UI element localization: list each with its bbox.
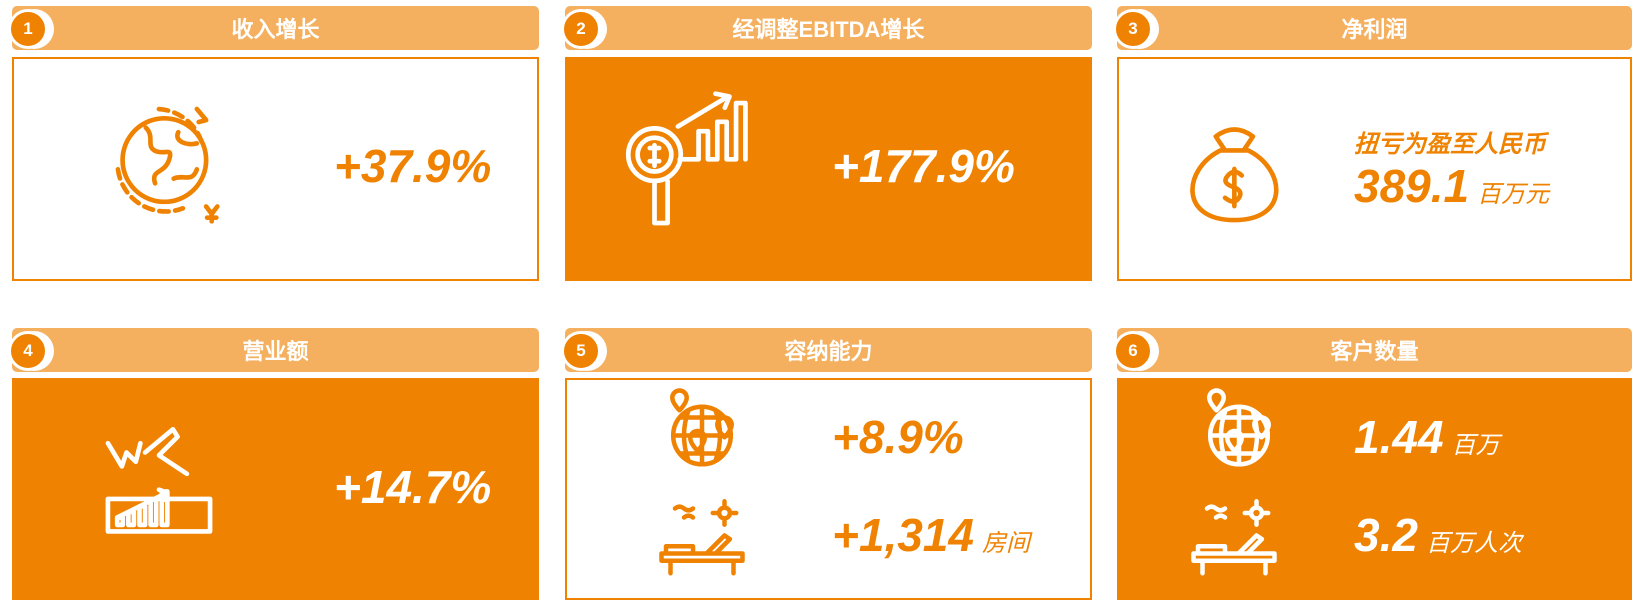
metric-value: +177.9%	[832, 140, 1015, 192]
card-number: 3	[1113, 9, 1153, 49]
card: +37.9%	[12, 57, 539, 281]
card: 扭亏为盈至人民币 389.1 百万元	[1117, 57, 1632, 281]
card-title: 容纳能力	[784, 339, 873, 364]
card-title: 经调整EBITDA增长	[732, 17, 925, 42]
icon	[115, 106, 220, 224]
card-header: 5 容纳能力	[561, 328, 1092, 372]
metric: 389.1 百万元	[1354, 159, 1549, 213]
card-number: 1	[8, 9, 48, 49]
icon	[105, 426, 213, 534]
metric-unit: 百万元	[1477, 181, 1550, 208]
metric: 3.2 百万人次	[1354, 508, 1522, 562]
metric-value: +37.9%	[334, 140, 492, 192]
metric-value: +1,314	[832, 509, 974, 561]
card-number: 2	[561, 9, 601, 49]
icon	[625, 91, 748, 226]
metric-value: 389.1	[1354, 160, 1470, 212]
caption: 扭亏为盈至人民币	[1354, 131, 1546, 158]
metric-value: +8.9%	[832, 411, 964, 463]
card-title: 营业额	[242, 339, 309, 364]
metric: +177.9%	[832, 139, 1015, 193]
icon	[659, 499, 745, 576]
card-title: 收入增长	[231, 17, 320, 42]
card: +8.9% +1,314 房间	[565, 378, 1092, 600]
metric: +14.7%	[334, 460, 491, 514]
icon	[670, 388, 734, 467]
card: 1.44 百万 3.2 百万人次	[1117, 378, 1632, 600]
metric-unit: 房间	[981, 530, 1030, 557]
card: +14.7%	[12, 378, 539, 600]
icon	[1191, 499, 1277, 576]
metric: +8.9%	[832, 410, 964, 464]
metric-unit: 百万人次	[1425, 530, 1522, 557]
icon	[1207, 388, 1271, 467]
card-number: 5	[561, 331, 601, 371]
metric: 1.44 百万	[1354, 410, 1500, 464]
card-number: 6	[1113, 331, 1153, 371]
card-header: 6 客户数量	[1113, 328, 1632, 372]
card-header: 3 净利润	[1113, 6, 1632, 50]
card-number: 4	[8, 331, 48, 371]
card-header: 1 收入增长	[8, 6, 539, 50]
metric-value: 1.44	[1354, 411, 1444, 463]
card-title: 客户数量	[1330, 339, 1419, 364]
metric: +37.9%	[334, 139, 491, 193]
card-header: 2 经调整EBITDA增长	[561, 6, 1092, 50]
metric-value: 3.2	[1354, 509, 1418, 561]
card-title: 净利润	[1341, 17, 1408, 42]
icon	[1190, 127, 1279, 223]
metric-unit: 百万	[1451, 432, 1500, 459]
card-header: 4 营业额	[8, 328, 539, 372]
metric: +1,314 房间	[832, 508, 1030, 562]
metric-value: +14.7%	[334, 461, 492, 513]
card: +177.9%	[565, 57, 1092, 281]
